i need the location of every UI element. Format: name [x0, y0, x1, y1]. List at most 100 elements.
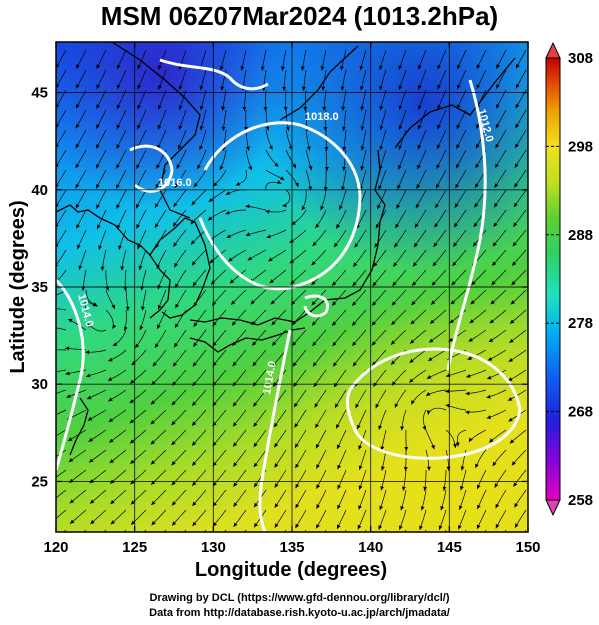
streamline-arrow — [193, 322, 198, 327]
streamline-arrow — [139, 325, 144, 331]
streamline-arrow — [87, 416, 93, 421]
streamline-arrow — [423, 486, 428, 491]
streamline-arrow — [171, 481, 176, 486]
streamline-arrow — [451, 281, 456, 286]
credit-drawing: Drawing by DCL (https://www.gfd-dennou.o… — [149, 592, 450, 604]
streamline-arrow — [207, 216, 213, 221]
streamline-arrow — [469, 437, 473, 442]
streamline-arrow — [295, 182, 299, 187]
streamline-arrow — [152, 361, 157, 367]
streamline-arrow — [417, 105, 422, 110]
streamline-arrow — [340, 66, 344, 71]
streamline-arrow — [419, 525, 423, 530]
streamline-arrow — [378, 525, 383, 530]
streamline-arrow — [358, 465, 363, 470]
streamline-arrow — [176, 164, 181, 169]
streamline-arrow — [377, 204, 381, 210]
streamline-arrow — [433, 242, 438, 247]
streamline-arrow — [50, 519, 54, 523]
streamline-arrow — [337, 504, 341, 510]
streamline-arrow — [111, 304, 116, 309]
streamline-arrow — [90, 499, 95, 504]
streamline-arrow — [78, 265, 83, 270]
colorbar-tick-label: 298 — [568, 138, 593, 155]
streamline-arrow — [508, 357, 513, 362]
streamline-arrow — [175, 323, 179, 328]
streamline-arrow — [300, 66, 305, 71]
streamline-arrow — [314, 403, 319, 408]
streamline-arrow — [92, 302, 98, 307]
streamline-arrow — [510, 319, 515, 324]
streamline-arrow — [315, 423, 319, 428]
streamline-arrow — [397, 184, 401, 190]
streamline-arrow — [393, 262, 398, 267]
streamline-arrow — [109, 459, 114, 464]
streamline-arrow — [469, 319, 474, 324]
pressure-contours — [56, 58, 522, 532]
streamline-arrow — [400, 506, 405, 511]
streamline-arrow — [247, 256, 253, 261]
streamline-arrow — [420, 506, 425, 511]
streamline-arrow — [322, 106, 327, 111]
streamline-arrow — [85, 350, 90, 355]
streamline-arrow — [374, 243, 379, 248]
streamline-arrow — [426, 410, 431, 415]
streamline-arrow — [192, 401, 197, 406]
streamline-arrow — [403, 466, 408, 471]
streamline-arrow — [125, 306, 130, 311]
streamline-arrow — [449, 319, 455, 324]
streamline-arrow — [473, 222, 478, 227]
streamline-arrow — [98, 245, 102, 250]
streamline-arrow — [129, 399, 134, 404]
streamline-arrow — [136, 224, 140, 229]
streamline-arrow — [276, 180, 282, 184]
streamline-arrow — [323, 186, 328, 191]
streamline-arrow — [375, 403, 380, 409]
streamline-arrow — [232, 402, 237, 407]
streamline-arrow — [272, 341, 277, 346]
streamline-arrow — [514, 163, 519, 168]
streamline-arrow — [136, 204, 140, 209]
streamline-arrow — [129, 419, 135, 424]
streamline-arrow — [76, 84, 80, 89]
streamline-arrow — [193, 542, 197, 546]
streamline-arrow — [96, 144, 100, 149]
streamline-arrow — [193, 182, 198, 188]
colorbar-tick-label: 258 — [568, 492, 593, 509]
y-tick-labels: 25 30 35 40 45 — [31, 85, 48, 491]
streamline-arrow — [316, 484, 321, 489]
streamline-arrow — [489, 319, 495, 324]
streamline-arrow — [45, 307, 49, 311]
axis-ticks — [55, 42, 529, 532]
streamline-arrow — [494, 183, 499, 188]
streamline-arrow — [468, 337, 473, 342]
streamline-arrow — [274, 463, 279, 468]
streamline-arrow — [342, 146, 347, 151]
streamline-arrow — [332, 301, 337, 306]
streamline-arrow — [253, 462, 258, 468]
streamline-arrow — [150, 440, 155, 445]
streamline-arrow — [316, 544, 320, 549]
streamline-arrow — [437, 144, 441, 149]
streamline-arrow — [494, 483, 499, 488]
streamline-arrow — [155, 183, 160, 189]
streamline-arrow — [254, 543, 258, 548]
streamline-arrow — [192, 521, 197, 526]
streamline-arrow — [515, 123, 520, 129]
streamline-arrow — [398, 145, 403, 150]
streamline-arrow — [157, 305, 162, 310]
credits: Drawing by DCL (https://www.gfd-dennou.o… — [0, 591, 599, 621]
streamline-arrow — [192, 461, 197, 466]
streamline-arrow — [260, 66, 265, 71]
streamline — [484, 529, 487, 532]
streamline-arrow — [75, 203, 80, 209]
streamline-arrow — [282, 86, 287, 91]
streamline-arrow — [295, 523, 300, 529]
streamline-arrow — [514, 503, 519, 508]
streamline-arrow — [508, 417, 513, 422]
streamline-arrow — [268, 145, 273, 150]
streamline-arrow — [492, 242, 497, 247]
streamline-arrow — [453, 443, 457, 448]
streamline-arrow — [475, 143, 480, 149]
